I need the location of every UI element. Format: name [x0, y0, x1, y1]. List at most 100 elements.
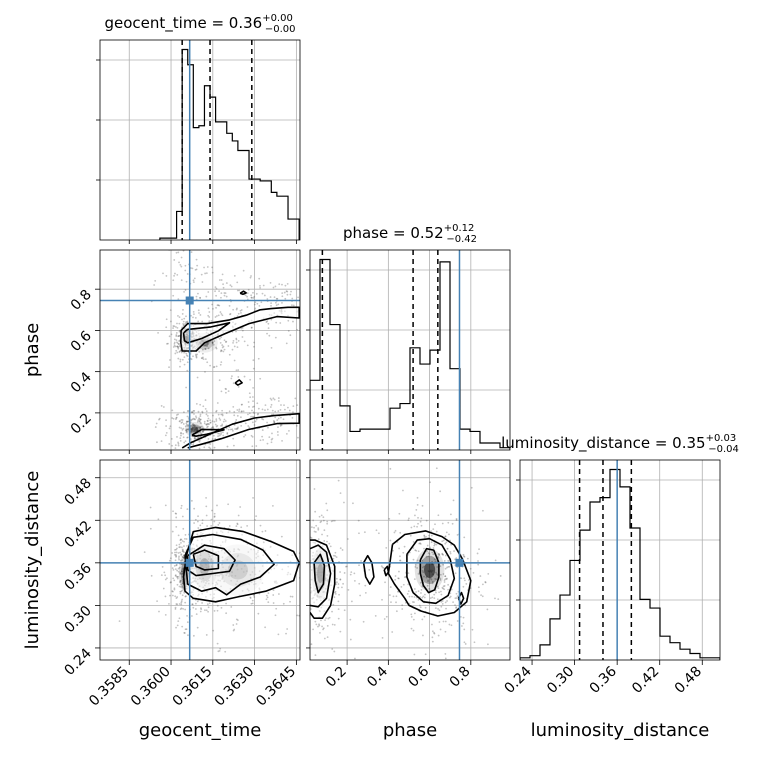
x-tick-label: 0.36 — [587, 663, 620, 696]
scatter-point — [194, 437, 196, 439]
scatter-point — [220, 292, 223, 295]
scatter-point — [446, 600, 448, 602]
scatter-point — [364, 591, 367, 594]
scatter-point — [246, 524, 249, 527]
scatter-point — [218, 379, 221, 382]
scatter-point — [274, 416, 277, 419]
scatter-point — [201, 522, 204, 525]
scatter-point — [430, 578, 433, 581]
scatter-point — [301, 579, 303, 581]
scatter-point — [205, 423, 208, 426]
scatter-point — [280, 404, 282, 406]
scatter-point — [195, 268, 198, 271]
scatter-point — [192, 606, 195, 609]
scatter-point — [302, 654, 304, 656]
scatter-point — [447, 588, 449, 591]
scatter-point — [425, 555, 428, 558]
scatter-point — [272, 419, 275, 422]
scatter-point — [208, 316, 211, 318]
scatter-point — [338, 593, 340, 596]
scatter-point — [216, 315, 218, 317]
scatter-point — [425, 535, 427, 538]
scatter-point — [334, 551, 337, 554]
scatter-point — [232, 624, 235, 626]
scatter-point — [307, 554, 309, 556]
scatter-point — [333, 623, 336, 626]
scatter-point — [381, 566, 384, 569]
scatter-point — [203, 266, 205, 269]
scatter-point — [192, 281, 195, 284]
scatter-point — [241, 410, 243, 413]
scatter-point — [303, 498, 305, 500]
scatter-point — [184, 608, 187, 611]
scatter-point — [157, 332, 159, 334]
scatter-point — [412, 618, 415, 621]
scatter-point — [186, 430, 188, 433]
scatter-point — [302, 401, 304, 403]
y-tick-label: 0.42 — [61, 518, 94, 551]
scatter-point — [171, 552, 174, 554]
scatter-point — [177, 347, 180, 350]
scatter-point — [195, 415, 197, 418]
scatter-point — [193, 418, 196, 420]
scatter-point — [434, 543, 436, 546]
x-tick-label: 0.3585 — [86, 664, 132, 710]
scatter-point — [335, 577, 338, 580]
scatter-point — [185, 429, 188, 432]
scatter-point — [218, 649, 221, 652]
scatter-point — [194, 418, 196, 421]
scatter-point — [241, 336, 244, 338]
scatter-point — [439, 490, 442, 493]
scatter-point — [185, 422, 188, 425]
scatter-point — [285, 432, 288, 435]
scatter-point — [235, 419, 238, 421]
scatter-point — [442, 585, 445, 588]
scatter-point — [198, 350, 201, 353]
scatter-point — [206, 420, 209, 422]
scatter-point — [240, 526, 243, 529]
scatter-point — [212, 414, 214, 417]
x-axis-label: geocent_time — [139, 720, 262, 741]
scatter-point — [153, 284, 156, 286]
scatter-point — [211, 266, 214, 269]
scatter-point — [174, 246, 176, 248]
scatter-point — [252, 411, 255, 414]
scatter-point — [175, 418, 177, 421]
scatter-point — [449, 552, 452, 555]
scatter-point — [306, 601, 308, 603]
x-tick-label: 0.3630 — [211, 664, 257, 710]
scatter-point — [183, 411, 185, 414]
scatter-point — [270, 318, 273, 321]
scatter-point — [195, 354, 198, 357]
scatter-point — [199, 610, 202, 613]
scatter-point — [176, 274, 179, 276]
scatter-point — [339, 547, 342, 550]
scatter-point — [195, 355, 198, 358]
scatter-point — [175, 332, 178, 334]
scatter-point — [193, 413, 195, 415]
scatter-point — [281, 283, 283, 286]
scatter-point — [325, 617, 327, 620]
scatter-point — [180, 538, 183, 541]
scatter-point — [443, 585, 446, 587]
scatter-point — [431, 582, 434, 585]
scatter-point — [314, 510, 317, 513]
scatter-point — [339, 630, 342, 633]
scatter-point — [166, 342, 168, 345]
scatter-point — [307, 580, 309, 582]
scatter-point — [201, 410, 204, 413]
scatter-point — [213, 515, 216, 518]
scatter-point — [350, 571, 353, 574]
x-axis-label: phase — [383, 720, 437, 741]
scatter-point — [200, 273, 203, 276]
contour-line — [186, 544, 236, 577]
scatter-point — [227, 428, 230, 431]
scatter-point — [169, 581, 172, 584]
scatter-point — [192, 310, 195, 313]
scatter-point — [173, 338, 176, 341]
scatter-point — [388, 594, 391, 596]
scatter-point — [190, 430, 193, 433]
scatter-point — [214, 286, 217, 289]
contour-line — [406, 537, 456, 605]
scatter-point — [174, 512, 177, 515]
